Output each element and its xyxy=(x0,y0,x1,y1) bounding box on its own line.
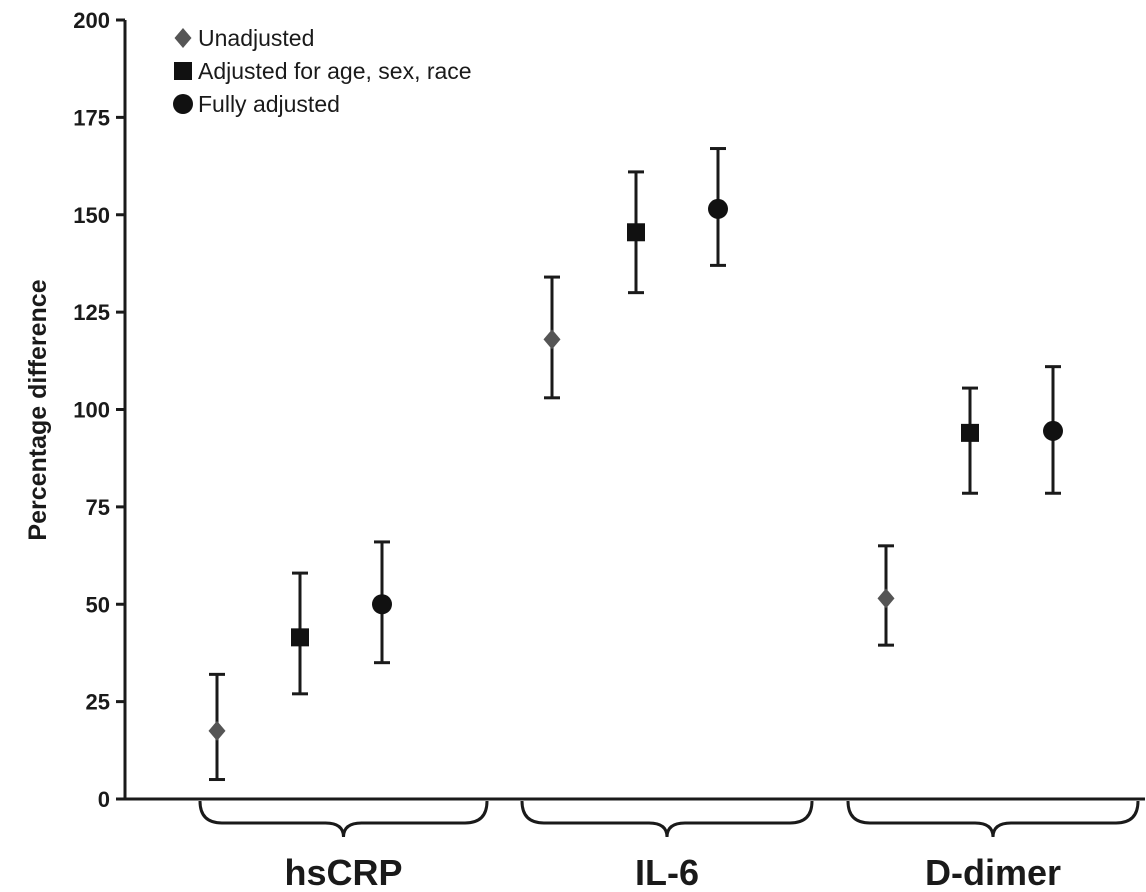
circle-marker xyxy=(372,594,392,615)
diamond-marker xyxy=(877,588,895,609)
data-point xyxy=(208,672,226,782)
circle-marker xyxy=(708,198,728,219)
data-point xyxy=(627,170,645,295)
diamond-marker xyxy=(174,28,192,48)
legend-item: Unadjusted xyxy=(174,25,314,51)
y-tick-label: 100 xyxy=(73,398,110,423)
y-axis-label: Percentage difference xyxy=(24,279,52,540)
legend-label: Fully adjusted xyxy=(198,91,340,117)
category-groups: hsCRP IL-6 D-dimer xyxy=(198,800,1140,892)
square-marker xyxy=(174,62,192,80)
data-point xyxy=(877,544,895,647)
data-point xyxy=(543,275,561,400)
y-tick-label: 200 xyxy=(73,8,110,33)
group-brace xyxy=(846,800,1140,838)
data-points xyxy=(208,147,1063,782)
data-point xyxy=(1043,365,1063,495)
y-tick-label: 75 xyxy=(86,495,110,520)
group-brace xyxy=(520,800,814,838)
legend-item: Fully adjusted xyxy=(173,91,340,117)
category-label: IL-6 xyxy=(635,852,699,892)
diamond-marker xyxy=(208,720,226,741)
data-point xyxy=(372,540,392,665)
category-label: D-dimer xyxy=(925,852,1061,892)
y-tick-label: 175 xyxy=(73,105,110,130)
data-point xyxy=(291,571,309,696)
y-tick-label: 125 xyxy=(73,300,110,325)
square-marker xyxy=(627,223,645,242)
data-point xyxy=(708,147,728,267)
category-label: hsCRP xyxy=(284,852,402,892)
y-tick-label: 0 xyxy=(98,787,110,812)
group-brace xyxy=(198,800,489,838)
legend-label: Adjusted for age, sex, race xyxy=(198,58,472,84)
y-tick-label: 25 xyxy=(86,690,110,715)
circle-marker xyxy=(1043,420,1063,441)
circle-marker xyxy=(173,94,193,114)
y-tick-label: 50 xyxy=(86,592,110,617)
data-point xyxy=(961,386,979,495)
diamond-marker xyxy=(543,329,561,350)
square-marker xyxy=(291,628,309,647)
y-tick-label: 150 xyxy=(73,203,110,228)
legend: Unadjusted Adjusted for age, sex, race Ful… xyxy=(173,25,472,117)
legend-label: Unadjusted xyxy=(198,25,314,51)
legend-item: Adjusted for age, sex, race xyxy=(174,58,472,84)
square-marker xyxy=(961,423,979,442)
y-ticks: 0 25 50 75 100 125 150 175 200 xyxy=(73,8,125,812)
